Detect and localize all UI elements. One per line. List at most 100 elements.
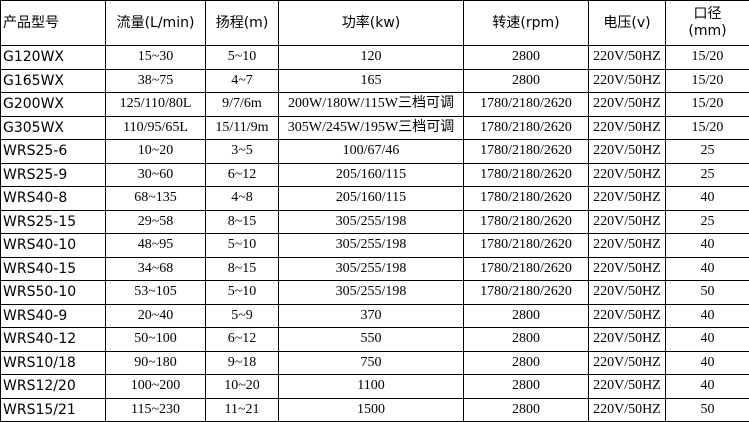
table-cell: WRS25-6 [0,139,106,164]
table-cell: WRS40-12 [0,327,106,352]
table-cell: 100/67/46 [278,139,464,164]
table-cell: 220V/50HZ [588,92,666,117]
table-row: WRS40-9 20~40 5~9 370 2800 220V/50HZ 40 [0,303,749,328]
table-cell: 15/20 [665,68,749,93]
header-cell: 转速(rpm) [463,0,589,46]
table-cell: 40 [665,256,749,281]
table-cell: WRS50-10 [0,280,106,305]
table-cell: 4~7 [205,68,279,93]
table-cell: 750 [278,350,464,375]
table-cell: 220V/50HZ [588,233,666,258]
table-cell: WRS40-10 [0,233,106,258]
table-row: G120WX 15~30 5~10 120 2800 220V/50HZ 15/20 [0,45,749,70]
table-cell: 50 [665,280,749,305]
header-cell: 功率(kw) [278,0,464,46]
table-cell: 30~60 [105,162,206,187]
table-row: WRS15/21 115~230 11~21 1500 2800 220V/50HZ 50 [0,397,749,422]
table-cell: 40 [665,374,749,399]
table-row: WRS40-15 34~68 8~15 305/255/198 1780/2180/26… [0,256,749,281]
table-cell: 40 [665,233,749,258]
header-cell: 口径 (mm) [665,0,749,46]
table-cell: 125/110/80L [105,92,206,117]
header-cell: 产品型号 [0,0,106,46]
table-cell: 1780/2180/2620 [463,186,589,211]
table-cell: 110/95/65L [105,115,206,140]
table-cell: 5~10 [205,45,279,70]
table-cell: 2800 [463,327,589,352]
table-cell: 68~135 [105,186,206,211]
table-cell: 220V/50HZ [588,327,666,352]
table-cell: 1780/2180/2620 [463,256,589,281]
table-cell: 25 [665,209,749,234]
table-cell: 6~12 [205,162,279,187]
table-cell: 305/255/198 [278,256,464,281]
table-cell: 6~12 [205,327,279,352]
table-cell: 1780/2180/2620 [463,115,589,140]
table-cell: 53~105 [105,280,206,305]
table-cell: 2800 [463,45,589,70]
table-cell: 1780/2180/2620 [463,209,589,234]
table-cell: 15/20 [665,45,749,70]
table-row: WRS40-12 50~100 6~12 550 2800 220V/50HZ 40 [0,327,749,352]
table-cell: 205/160/115 [278,162,464,187]
table-cell: 2800 [463,397,589,422]
table-row: G305WX 110/95/65L 15/11/9m 305W/245W/195W三档… [0,115,749,140]
table-cell: 5~10 [205,233,279,258]
table-cell: 9~18 [205,350,279,375]
table-cell: WRS40-9 [0,303,106,328]
table-row: WRS10/18 90~180 9~18 750 2800 220V/50HZ 40 [0,350,749,375]
table-row: G200WX 125/110/80L 9/7/6m 200W/180W/115W三档可… [0,92,749,117]
header-cell: 扬程(m) [205,0,279,46]
table-cell: 10~20 [105,139,206,164]
table-cell: WRS40-8 [0,186,106,211]
table-cell: 1780/2180/2620 [463,139,589,164]
table-cell: 8~15 [205,209,279,234]
table-cell: 220V/50HZ [588,256,666,281]
table-cell: 8~15 [205,256,279,281]
table-cell: 48~95 [105,233,206,258]
table-cell: 1780/2180/2620 [463,162,589,187]
table-cell: 2800 [463,303,589,328]
table-cell: 4~8 [205,186,279,211]
table-cell: 40 [665,303,749,328]
table-cell: 25 [665,139,749,164]
table-cell: G120WX [0,45,106,70]
table-cell: 40 [665,186,749,211]
table-cell: 1780/2180/2620 [463,233,589,258]
table-cell: 15/11/9m [205,115,279,140]
table-cell: 2800 [463,350,589,375]
table-cell: 38~75 [105,68,206,93]
table-cell: 220V/50HZ [588,209,666,234]
table-cell: WRS40-15 [0,256,106,281]
table-cell: 305/255/198 [278,233,464,258]
table-cell: 5~10 [205,280,279,305]
table-header: 产品型号 流量(L/min) 扬程(m) 功率(kw) 转速(rpm) 电压(v) 口径 (… [0,0,749,46]
table-cell: 50 [665,397,749,422]
table-row: WRS50-10 53~105 5~10 305/255/198 1780/2180/2… [0,280,749,305]
table-cell: 11~21 [205,397,279,422]
table-cell: 220V/50HZ [588,162,666,187]
table-cell: 40 [665,327,749,352]
table-cell: 90~180 [105,350,206,375]
table-cell: 100~200 [105,374,206,399]
table-cell: 25 [665,162,749,187]
table-cell: 220V/50HZ [588,45,666,70]
table-cell: WRS25-15 [0,209,106,234]
header-row: 产品型号 流量(L/min) 扬程(m) 功率(kw) 转速(rpm) 电压(v) 口径 (… [0,0,749,46]
table-cell: 3~5 [205,139,279,164]
table-cell: 220V/50HZ [588,350,666,375]
header-cell: 流量(L/min) [105,0,206,46]
table-cell: 120 [278,45,464,70]
table-row: WRS12/20 100~200 10~20 1100 2800 220V/50HZ 40 [0,374,749,399]
table-cell: 2800 [463,374,589,399]
table-cell: 305W/245W/195W三档可调 [278,115,464,140]
table-cell: 220V/50HZ [588,186,666,211]
table-cell: 10~20 [205,374,279,399]
table-cell: 220V/50HZ [588,68,666,93]
table-cell: 370 [278,303,464,328]
table-cell: 220V/50HZ [588,374,666,399]
table-cell: 50~100 [105,327,206,352]
table-row: WRS40-10 48~95 5~10 305/255/198 1780/2180/26… [0,233,749,258]
